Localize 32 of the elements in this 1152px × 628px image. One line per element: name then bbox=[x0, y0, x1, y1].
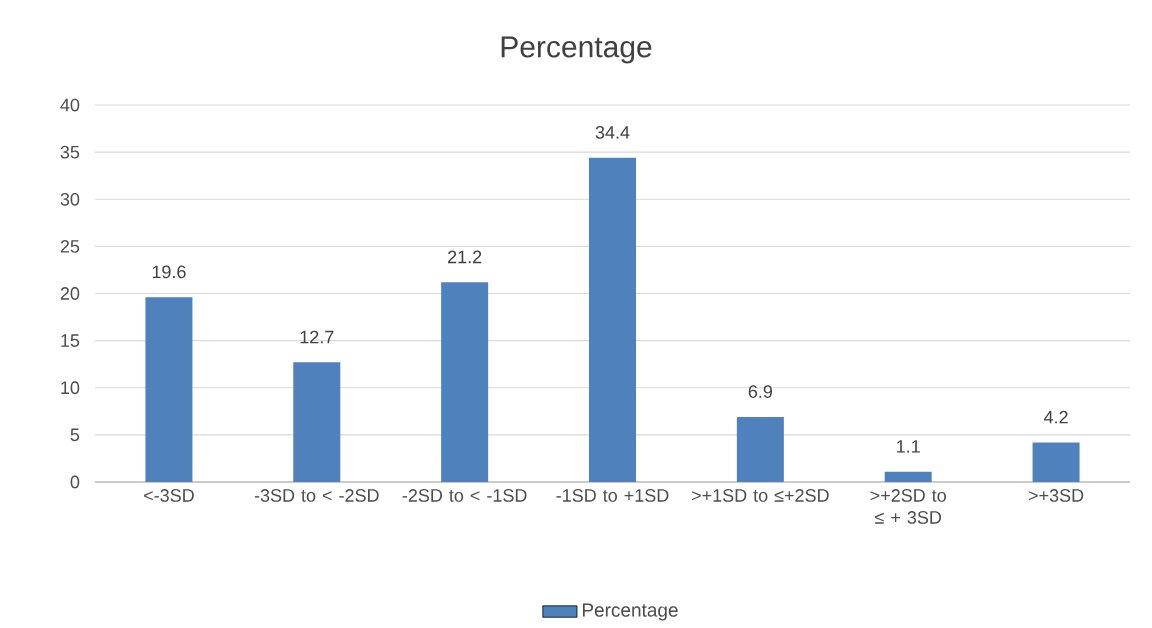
data-label: 4.2 bbox=[1043, 410, 1068, 424]
y-tick-label: 35 bbox=[60, 145, 80, 159]
data-label: 1.1 bbox=[897, 440, 920, 453]
bar bbox=[884, 471, 932, 482]
y-tick-label: 20 bbox=[60, 287, 80, 300]
bar bbox=[736, 416, 784, 482]
y-tick-label: 30 bbox=[60, 192, 80, 206]
y-tick-label: 15 bbox=[61, 334, 80, 347]
y-tick-label: 0 bbox=[70, 475, 80, 489]
y-tick-label: 40 bbox=[60, 98, 80, 112]
y-tick-label: 5 bbox=[70, 428, 80, 442]
legend-label: Percentage bbox=[582, 603, 678, 621]
data-label: 12.7 bbox=[300, 330, 334, 344]
bar bbox=[1032, 442, 1080, 482]
chart-title: Percentage bbox=[501, 36, 652, 64]
bar bbox=[441, 282, 489, 482]
x-tick-label: -2SD to < -1SD bbox=[402, 489, 527, 502]
x-tick-label: -3SD to < -2SD bbox=[254, 489, 379, 502]
x-tick-label: >+1SD to ≤+2SD bbox=[692, 489, 829, 502]
data-label: 19.6 bbox=[152, 265, 186, 279]
y-tick-label: 10 bbox=[61, 381, 80, 395]
data-label: 6.9 bbox=[748, 385, 773, 398]
x-tick-label: <-3SD bbox=[144, 489, 194, 502]
bar bbox=[293, 362, 341, 482]
x-tick-label: -1SD to +1SD bbox=[556, 489, 669, 502]
y-tick-label: 25 bbox=[60, 240, 80, 253]
x-tick-label: >+3SD bbox=[1028, 489, 1084, 502]
bar bbox=[589, 157, 636, 482]
bar bbox=[145, 297, 193, 482]
data-label: 34.4 bbox=[595, 125, 630, 139]
x-tick-label: >+2SD to ≤ + 3SD bbox=[870, 489, 946, 524]
data-label: 21.2 bbox=[448, 250, 482, 264]
